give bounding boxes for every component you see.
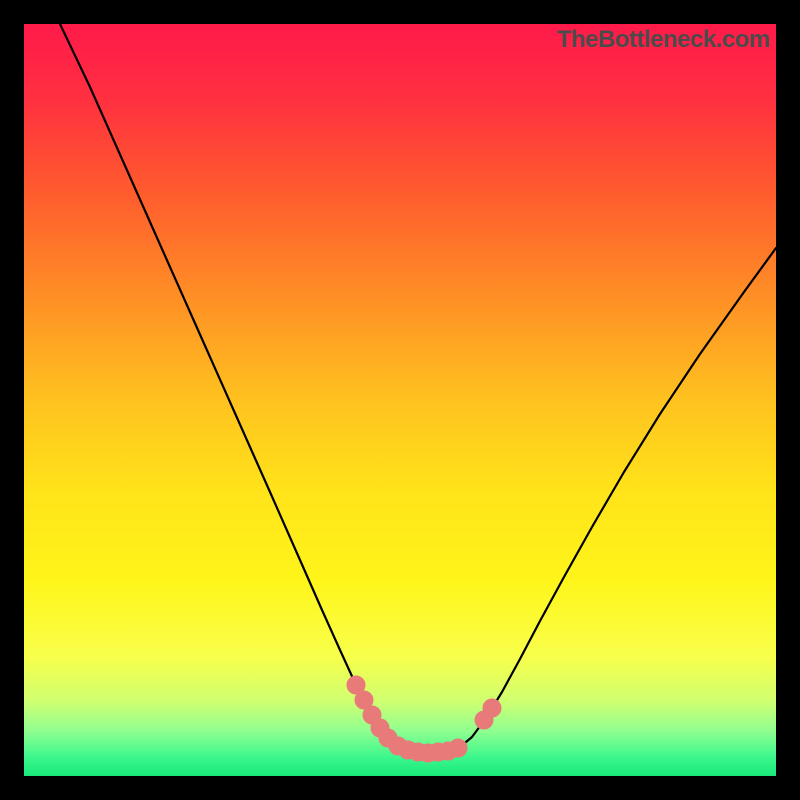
chart-svg bbox=[24, 24, 776, 776]
curve-marker bbox=[355, 691, 373, 709]
chart-plot-area bbox=[24, 24, 776, 776]
gradient-background bbox=[24, 24, 776, 776]
curve-marker bbox=[399, 741, 417, 759]
watermark-text: TheBottleneck.com bbox=[557, 26, 770, 54]
curve-marker bbox=[363, 706, 381, 724]
curve-marker bbox=[475, 711, 493, 729]
curve-marker bbox=[429, 743, 447, 761]
curve-markers bbox=[347, 676, 501, 762]
curve-marker bbox=[449, 739, 467, 757]
curve-marker bbox=[379, 729, 397, 747]
curve-marker bbox=[371, 719, 389, 737]
curve-marker bbox=[389, 737, 407, 755]
curve-marker bbox=[419, 744, 437, 762]
curve-marker bbox=[483, 699, 501, 717]
bottleneck-curve bbox=[60, 24, 776, 753]
curve-marker bbox=[347, 676, 365, 694]
curve-marker bbox=[439, 742, 457, 760]
curve-marker bbox=[409, 743, 427, 761]
